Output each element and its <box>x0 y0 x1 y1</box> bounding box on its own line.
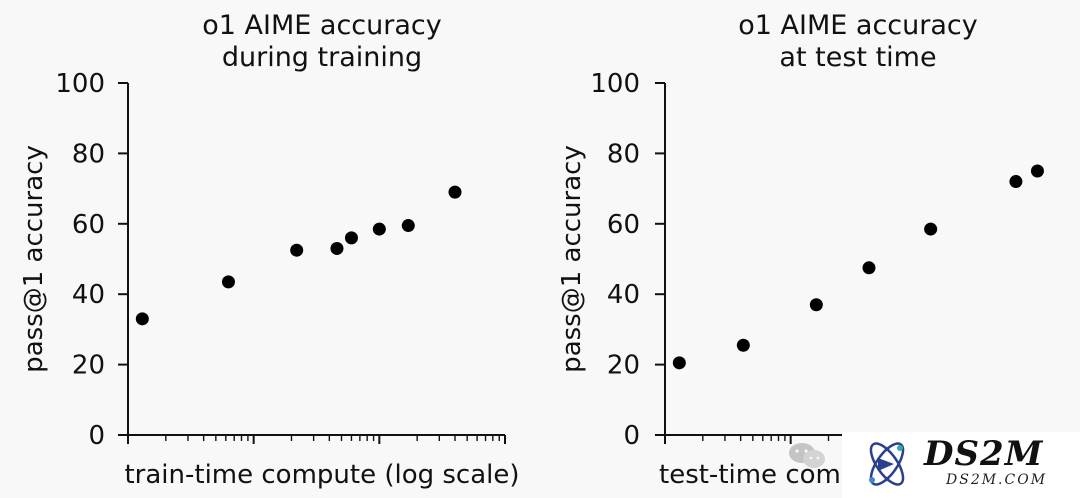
chart1-point <box>221 275 235 289</box>
chart1-title-line-1: o1 AIME accuracy <box>202 10 441 41</box>
chart1-y-tick-label: 80 <box>72 139 105 169</box>
chart1-y-tick-label: 100 <box>55 69 105 99</box>
watermark-title: DS2M <box>924 434 1044 474</box>
chart2-point <box>736 338 750 352</box>
chart2-point <box>809 298 823 312</box>
chart1-point <box>372 222 386 236</box>
chart2-title-line-1: o1 AIME accuracy <box>738 10 977 41</box>
chart1-x-axis-label: train-time compute (log scale) <box>124 460 519 490</box>
chart1-y-axis-label: pass@1 accuracy <box>19 145 49 373</box>
chart1-point <box>330 241 344 255</box>
chart1-y-tick-label: 60 <box>72 210 105 240</box>
atom-logo-icon <box>869 442 905 486</box>
chart2-y-tick-label: 100 <box>590 69 640 99</box>
chart2-y-tick-label: 0 <box>623 421 640 451</box>
chart1-point <box>290 243 304 257</box>
chart1-title-line-2: during training <box>222 42 422 73</box>
chart2-point <box>1030 164 1044 178</box>
chart2-point <box>672 356 686 370</box>
chart1-y-tick-label: 20 <box>72 351 105 381</box>
chart1-point <box>344 231 358 245</box>
chart2-y-axis-label: pass@1 accuracy <box>557 145 587 373</box>
chart2-y-tick-label: 60 <box>607 210 640 240</box>
chart1-point <box>135 312 149 326</box>
chart1-y-tick-label: 40 <box>72 280 105 310</box>
chart2-y-tick-label: 40 <box>607 280 640 310</box>
chart1-point <box>401 219 415 233</box>
chart2-point <box>1009 175 1023 189</box>
wechat-icon <box>789 443 825 468</box>
chart1-point <box>448 185 462 199</box>
chart2-point <box>924 222 938 236</box>
chart2-title-line-2: at test time <box>779 42 936 73</box>
watermark: DS2M DS2M.COM <box>842 432 1080 498</box>
chart2-point <box>862 261 876 275</box>
chart2-y-tick-label: 80 <box>607 139 640 169</box>
chart2-y-tick-label: 20 <box>607 351 640 381</box>
chart1-y-tick-label: 0 <box>88 421 105 451</box>
watermark-subtitle: DS2M.COM <box>946 472 1048 488</box>
